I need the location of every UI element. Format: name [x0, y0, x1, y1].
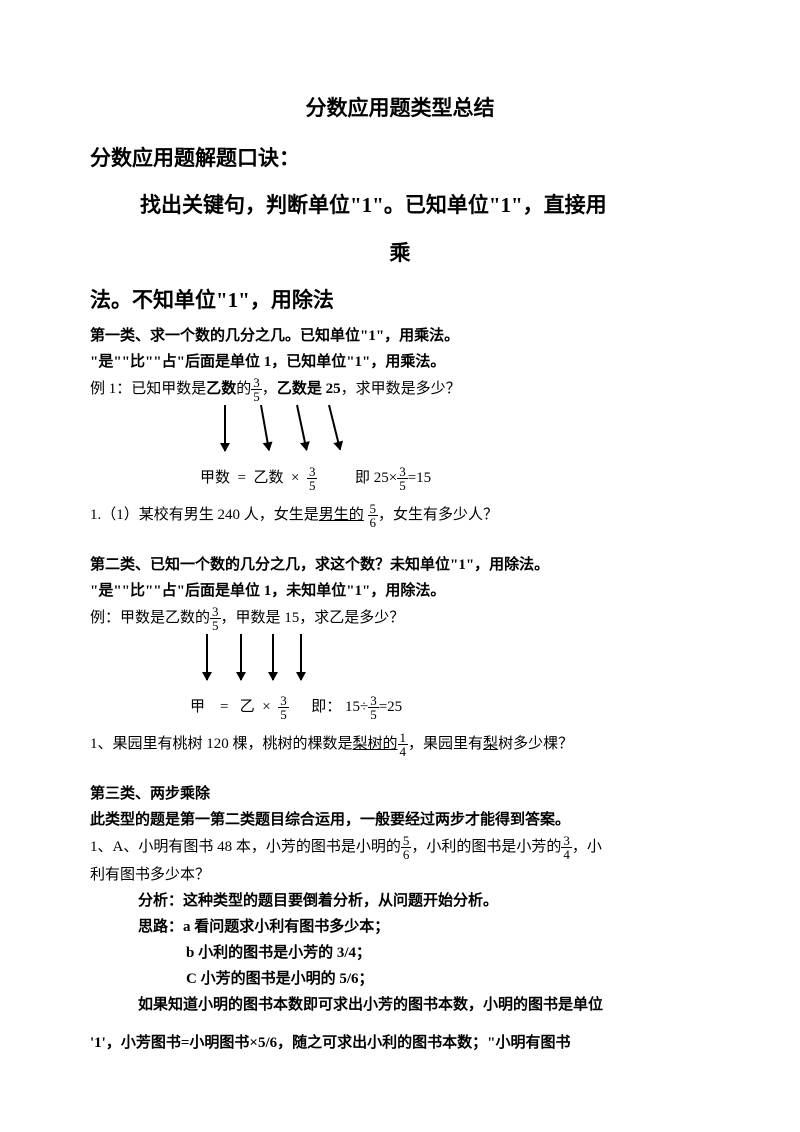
eq-jia: 甲	[190, 699, 205, 715]
sec2-equation: 甲 = 乙 × 35 即： 15÷35=25	[190, 694, 710, 721]
sec2-q1-u2: 梨	[483, 736, 498, 752]
frac-num: 3	[251, 376, 262, 390]
sec3-p1: 如果知道小明的图书本数即可求出小芳的图书本数，小明的图书是单位	[138, 993, 710, 1017]
rule-line-2: 乘	[90, 237, 710, 271]
eq-right-post: =25	[379, 699, 402, 715]
frac-3-4: 34	[561, 834, 572, 861]
frac-den: 5	[251, 390, 262, 403]
sec3-think-b: b 小利的图书是小芳的 3/4；	[186, 941, 710, 965]
sec3-think-a: 思路：a 看问题求小利有图书多少本；	[138, 915, 710, 939]
eq-right-pre: 即： 15÷	[311, 699, 368, 715]
sec1-ex-post2: ，求甲数是多少？	[341, 381, 461, 397]
sec2-example: 例：甲数是乙数的35，甲数是 15，求乙是多少？	[90, 605, 710, 632]
arrow-icon	[260, 405, 270, 451]
sec1-ex-de: 的	[236, 381, 251, 397]
frac-5-6: 56	[401, 834, 412, 861]
eq-yi: 乙数	[253, 470, 283, 486]
eq-right-pre: 即 25×	[355, 470, 397, 486]
frac-den: 4	[398, 745, 409, 758]
sec2-ex-pre: 例：甲数是乙数的	[90, 610, 210, 626]
page-title: 分数应用题类型总结	[90, 92, 710, 126]
frac-den: 4	[561, 848, 572, 861]
sec1-head1: 第一类、求一个数的几分之几。已知单位"1"，用乘法。	[90, 324, 710, 348]
arrow-icon	[224, 405, 226, 451]
frac-num: 1	[398, 731, 409, 745]
sec2-q1-pre: 1、果园里有桃树 120 棵，桃树的棵数是	[90, 736, 353, 752]
arrow-icon	[296, 405, 308, 450]
eq-right-post: =15	[408, 470, 431, 486]
arrow-icon	[272, 634, 274, 680]
frac-num: 5	[368, 502, 379, 516]
eq-yi: 乙	[240, 699, 255, 715]
frac-3-5: 35	[210, 605, 221, 632]
subtitle: 分数应用题解题口诀：	[90, 142, 710, 176]
eq-x: ×	[291, 470, 299, 486]
sec3-p2-post: ，随之可求出小利的图书本数；"小明有图书	[277, 1035, 570, 1051]
sec3-think-c: C 小芳的图书是小明的 5/6；	[186, 967, 710, 991]
frac-num: 3	[397, 465, 408, 479]
frac-5-6: 56	[368, 502, 379, 529]
sec3-q-pre: 1、A、小明有图书 48 本，小芳的图书是小明的	[90, 839, 401, 855]
sec1-q1: 1.（1）某校有男生 240 人，女生是男生的 56，女生有多少人？	[90, 502, 710, 529]
frac-3-5: 35	[368, 694, 379, 721]
eq-eq: =	[238, 470, 246, 486]
frac-num: 3	[307, 465, 318, 479]
sec2-head1: 第二类、已知一个数的几分之几，求这个数？未知单位"1"，用除法。	[90, 553, 710, 577]
sec2-q1-mid: ，果园里有	[408, 736, 483, 752]
sec1-equation: 甲数 = 乙数 × 35 即 25×35=15	[200, 465, 710, 492]
arrow-icon	[240, 634, 242, 680]
sec2-q1-post: 树多少棵？	[498, 736, 573, 752]
sec1-arrows	[210, 405, 710, 463]
sec3-head1: 第三类、两步乘除	[90, 782, 710, 806]
frac-num: 3	[278, 694, 289, 708]
frac-num: 5	[401, 834, 412, 848]
eq-jia: 甲数	[200, 470, 230, 486]
frac-den: 6	[368, 516, 379, 529]
frac-3-5: 35	[251, 376, 262, 403]
sec3-q-mid: ，小利的图书是小芳的	[411, 839, 561, 855]
sec3-ana: 分析：这种类型的题目要倒着分析，从问题开始分析。	[138, 889, 710, 913]
sec1-head2: "是""比""占"后面是单位 1，已知单位"1"，用乘法。	[90, 350, 710, 374]
sec1-q1-u: 男生的	[319, 507, 364, 523]
frac-3-5: 35	[397, 465, 408, 492]
frac-num: 3	[210, 605, 221, 619]
eq-eq: =	[220, 699, 228, 715]
frac-1-4: 14	[398, 731, 409, 758]
sec3-q-post: ，小	[572, 839, 602, 855]
sec3-head2: 此类型的题是第一第二类题目综合运用，一般要经过两步才能得到答案。	[90, 808, 710, 832]
sec3-q: 1、A、小明有图书 48 本，小芳的图书是小明的56，小利的图书是小芳的34，小	[90, 834, 710, 861]
rule-line-3: 法。不知单位"1"，用除法	[90, 284, 710, 318]
frac-den: 5	[368, 708, 379, 721]
sec1-q1-post: ，女生有多少人？	[378, 507, 498, 523]
sec2-ex-post: ，甲数是 15，求乙是多少？	[221, 610, 405, 626]
sec2-arrows	[198, 634, 710, 692]
frac-den: 5	[307, 479, 318, 492]
sec2-q1-u1: 梨树的	[353, 736, 398, 752]
sec1-ex-pre: 例 1：已知甲数是	[90, 381, 206, 397]
sec1-q1-pre: 1.（1）某校有男生 240 人，女生是	[90, 507, 319, 523]
frac-den: 6	[401, 848, 412, 861]
sec1-example: 例 1：已知甲数是乙数的35，乙数是 25，求甲数是多少？	[90, 376, 710, 403]
frac-den: 5	[397, 479, 408, 492]
sec2-head2: "是""比""占"后面是单位 1，未知单位"1"，用除法。	[90, 579, 710, 603]
frac-3-5: 35	[278, 694, 289, 721]
frac-den: 5	[278, 708, 289, 721]
sec1-ex-yi25: 乙数是 25	[277, 381, 341, 397]
sec3-p2-pre: '1'，小芳图书=小明图书	[90, 1035, 249, 1051]
frac-num: 3	[561, 834, 572, 848]
sec1-ex-post1: ，	[262, 381, 277, 397]
arrow-icon	[328, 405, 341, 450]
arrow-icon	[300, 634, 302, 680]
eq-x: ×	[262, 699, 270, 715]
sec3-p2-x: ×5/6	[249, 1035, 277, 1051]
sec2-q1: 1、果园里有桃树 120 棵，桃树的棵数是梨树的14，果园里有梨树多少棵？	[90, 731, 710, 758]
frac-num: 3	[368, 694, 379, 708]
sec3-q-line2: 利有图书多少本？	[90, 863, 710, 887]
frac-den: 5	[210, 619, 221, 632]
frac-3-5: 35	[307, 465, 318, 492]
arrow-icon	[206, 634, 208, 680]
rule-line-1: 找出关键句，判断单位"1"。已知单位"1"，直接用	[90, 189, 710, 223]
sec1-ex-yi: 乙数	[206, 381, 236, 397]
sec3-p2: '1'，小芳图书=小明图书×5/6，随之可求出小利的图书本数；"小明有图书	[90, 1031, 710, 1055]
